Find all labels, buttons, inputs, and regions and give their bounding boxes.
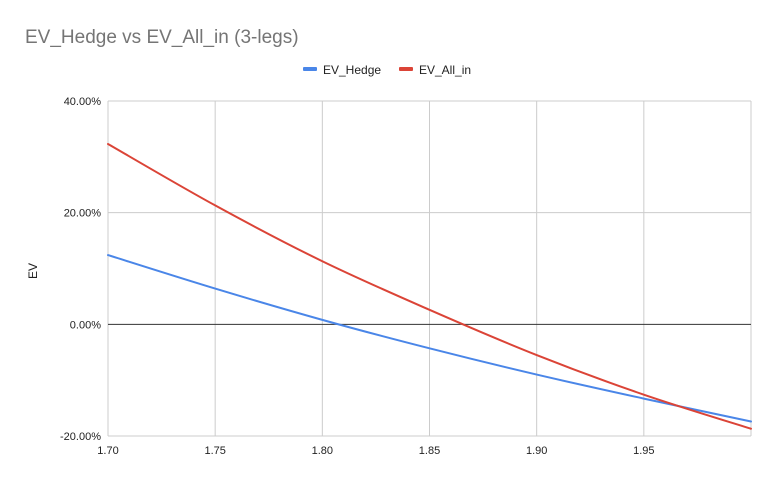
legend-swatch-ev-all-in: [399, 67, 413, 71]
y-tick-label-0: -20.00%: [60, 431, 101, 443]
x-tick-label-0: 1.70: [97, 445, 118, 457]
series-line-ev-all-in: [107, 142, 752, 430]
y-tick-label-3: 40.00%: [64, 96, 102, 108]
chart-title: EV_Hedge vs EV_All_in (3-legs): [25, 27, 299, 48]
series-lines: [107, 142, 752, 430]
y-tick-label-2: 20.00%: [64, 208, 102, 220]
gridlines: [107, 100, 752, 437]
legend: EV_Hedge EV_All_in: [303, 63, 471, 77]
x-tick-label-1: 1.75: [204, 445, 225, 457]
x-tick-label-5: 1.95: [633, 445, 654, 457]
x-tick-label-2: 1.80: [312, 445, 333, 457]
x-axis-tick-labels: 1.70 1.75 1.80 1.85 1.90 1.95: [97, 445, 654, 457]
series-line-ev-hedge: [107, 254, 752, 423]
legend-label-ev-hedge: EV_Hedge: [323, 63, 381, 77]
y-axis-tick-labels: -20.00% 0.00% 20.00% 40.00%: [60, 96, 101, 443]
y-axis-label: EV: [26, 263, 40, 279]
y-tick-label-1: 0.00%: [70, 319, 101, 331]
x-tick-label-4: 1.90: [526, 445, 547, 457]
legend-swatch-ev-hedge: [303, 67, 317, 71]
legend-label-ev-all-in: EV_All_in: [419, 63, 471, 77]
x-tick-label-3: 1.85: [419, 445, 440, 457]
